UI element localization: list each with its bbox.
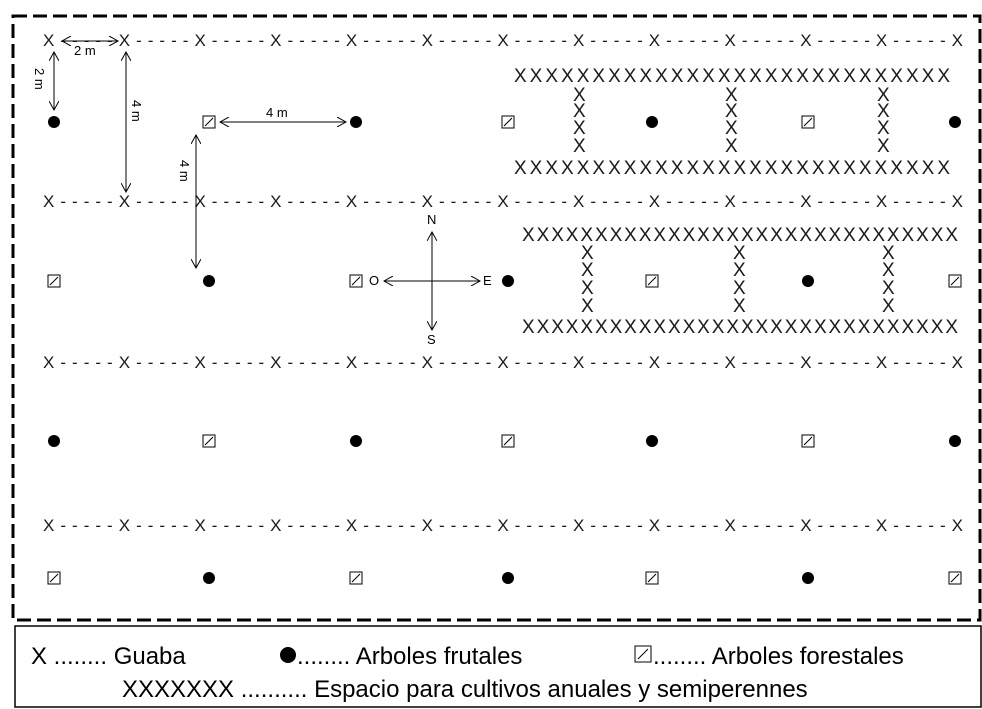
compass-east: E xyxy=(483,273,492,288)
crop-space-top-edge: XXXXXXXXXXXXXXXXXXXXXXXXXXXXXX xyxy=(522,225,958,246)
guaba-row: X-----X-----X-----X-----X-----X-----X---… xyxy=(43,516,963,535)
forestal-icon xyxy=(645,274,659,288)
crop-space-block-2: XXXXXXXXXXXXXXXXXXXXXXXXXXXXXX XXXXXXXXX… xyxy=(522,225,958,338)
legend-forestal-icon xyxy=(634,645,652,663)
legend-forestales: ........ Arboles forestales xyxy=(653,643,904,670)
measure-label: 2 m xyxy=(74,43,96,58)
guaba-rows: X-----X-----X-----X-----X-----X-----X---… xyxy=(43,31,963,535)
crop-space-bottom-edge: XXXXXXXXXXXXXXXXXXXXXXXXXXXXXX xyxy=(522,317,958,338)
forestal-icon xyxy=(501,115,515,129)
svg-text:X: X xyxy=(877,101,890,122)
svg-text:X: X xyxy=(733,278,746,299)
tree-row-3 xyxy=(48,434,961,448)
guaba-row: X-----X-----X-----X-----X-----X-----X---… xyxy=(43,192,963,211)
svg-text:X: X xyxy=(882,278,895,299)
frutal-icon xyxy=(646,435,658,447)
crop-space-column: X X X X xyxy=(882,243,895,317)
forestal-icon xyxy=(645,571,659,585)
forestal-icon xyxy=(948,274,962,288)
forestal-icon xyxy=(948,571,962,585)
svg-text:X: X xyxy=(877,118,890,139)
svg-text:X: X xyxy=(882,260,895,281)
measure-label: 4 m xyxy=(177,160,192,182)
measure-horizontal-4m: 4 m xyxy=(220,105,346,122)
legend-frutales: ........ Arboles frutales xyxy=(297,643,522,670)
crop-space-block-1: XXXXXXXXXXXXXXXXXXXXXXXXXXXX XXXXXXXXXXX… xyxy=(514,66,950,179)
measure-label: 4 m xyxy=(129,100,144,122)
forestal-icon xyxy=(202,115,216,129)
crop-space-bottom-edge: XXXXXXXXXXXXXXXXXXXXXXXXXXXX xyxy=(514,158,950,179)
legend-cultivos: XXXXXXX .......... Espacio para cultivos… xyxy=(122,676,808,703)
svg-text:X: X xyxy=(725,85,738,106)
tree-row-4 xyxy=(47,571,962,585)
svg-text:X: X xyxy=(581,243,594,264)
measure-label: 2 m xyxy=(32,68,47,90)
frutal-icon xyxy=(949,116,961,128)
svg-text:X: X xyxy=(877,85,890,106)
tree-row-2 xyxy=(47,274,962,288)
svg-text:X: X xyxy=(581,260,594,281)
frutal-icon xyxy=(350,435,362,447)
guaba-row: X-----X-----X-----X-----X-----X-----X---… xyxy=(43,353,963,372)
legend: X ........ Guaba ........ Arboles frutal… xyxy=(31,643,904,703)
frutal-icon xyxy=(350,116,362,128)
frutal-icon xyxy=(48,435,60,447)
crop-space-column: X X X X xyxy=(573,85,586,157)
forestal-icon xyxy=(349,274,363,288)
compass-rose: N S E O xyxy=(369,212,492,347)
tree-row-1 xyxy=(48,115,961,129)
measure-horizontal-2m: 2 m xyxy=(62,41,118,58)
forestal-icon xyxy=(47,571,61,585)
svg-text:X: X xyxy=(725,118,738,139)
svg-text:X: X xyxy=(573,136,586,157)
svg-text:X: X xyxy=(573,118,586,139)
crop-space-top-edge: XXXXXXXXXXXXXXXXXXXXXXXXXXXX xyxy=(514,66,950,87)
guaba-row: X-----X-----X-----X-----X-----X-----X---… xyxy=(43,31,963,50)
frutal-icon xyxy=(802,572,814,584)
svg-text:X: X xyxy=(882,296,895,317)
compass-south: S xyxy=(427,332,436,347)
measure-vertical-4m-b: 4 m xyxy=(177,135,196,268)
frutal-icon xyxy=(502,572,514,584)
measure-vertical-2m: 2 m xyxy=(32,52,54,110)
crop-space-column: X X X X xyxy=(877,85,890,157)
legend-frutal-icon xyxy=(280,647,296,663)
measure-vertical-4m: 4 m xyxy=(126,52,144,192)
svg-text:X: X xyxy=(581,296,594,317)
compass-north: N xyxy=(427,212,436,227)
crop-space-column: X X X X xyxy=(725,85,738,157)
svg-text:X: X xyxy=(725,101,738,122)
svg-text:X: X xyxy=(733,296,746,317)
frutal-icon xyxy=(949,435,961,447)
crop-space-column: X X X X xyxy=(581,243,594,317)
crop-space-column: X X X X xyxy=(733,243,746,317)
svg-text:X: X xyxy=(733,260,746,281)
svg-text:X: X xyxy=(733,243,746,264)
svg-text:X: X xyxy=(573,85,586,106)
forestal-icon xyxy=(349,571,363,585)
compass-west: O xyxy=(369,273,379,288)
svg-text:X: X xyxy=(877,136,890,157)
svg-text:X: X xyxy=(573,101,586,122)
svg-text:X: X xyxy=(725,136,738,157)
frutal-icon xyxy=(203,572,215,584)
forestal-icon xyxy=(202,434,216,448)
forestal-icon xyxy=(801,434,815,448)
field-border xyxy=(11,14,982,622)
svg-text:X: X xyxy=(882,243,895,264)
forestal-icon xyxy=(801,115,815,129)
frutal-icon xyxy=(48,116,60,128)
forestal-icon xyxy=(501,434,515,448)
svg-text:X: X xyxy=(581,278,594,299)
legend-guaba: X ........ Guaba xyxy=(31,643,186,670)
forestal-icon xyxy=(47,274,61,288)
frutal-icon xyxy=(646,116,658,128)
measure-label: 4 m xyxy=(266,105,288,120)
legend-box xyxy=(14,625,982,708)
frutal-icon xyxy=(502,275,514,287)
frutal-icon xyxy=(203,275,215,287)
frutal-icon xyxy=(802,275,814,287)
